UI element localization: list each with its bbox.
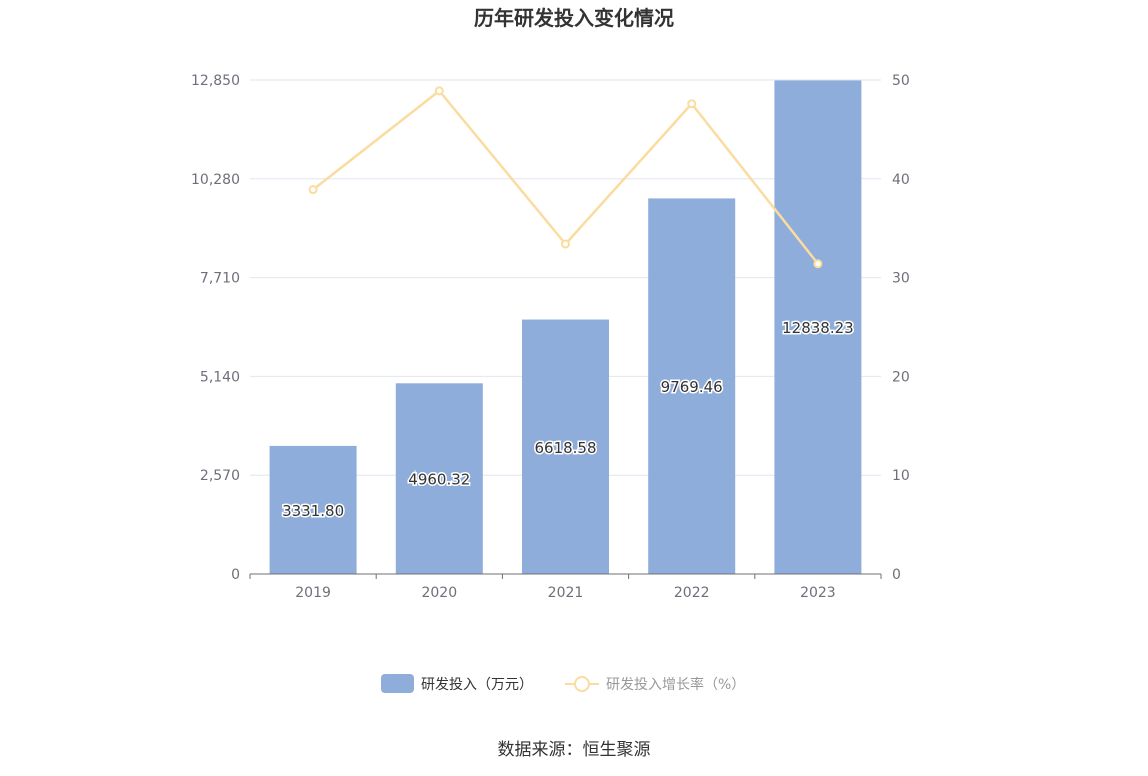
left-tick-label: 2,570 [200,468,240,484]
legend-item-line[interactable]: 研发投入增长率（%） [565,676,745,693]
x-tick-label: 2022 [674,585,710,601]
legend[interactable]: 研发投入（万元） 研发投入增长率（%） [381,674,745,693]
right-tick-label: 50 [892,73,910,89]
x-tick-label: 2021 [548,585,584,601]
legend-line-label: 研发投入增长率（%） [606,676,745,693]
line-series [308,86,823,269]
right-tick-label: 10 [892,468,910,484]
left-tick-label: 0 [231,567,240,583]
bar-value-label: 12838.23 [782,319,854,337]
bar-labels: 3331.80 4960.32 6618.58 9769.46 12838.23 [281,318,856,522]
left-axis: 0 2,570 5,140 7,710 10,280 12,850 [191,73,240,583]
line-point[interactable] [687,99,697,109]
growth-line [312,89,819,265]
right-axis: 0 10 20 30 40 50 [892,73,910,583]
right-tick-label: 0 [892,567,901,583]
line-point[interactable] [308,185,318,195]
left-tick-label: 10,280 [191,172,240,188]
right-tick-label: 40 [892,172,910,188]
bar-value-label: 6618.58 [534,439,596,457]
legend-line-marker [574,676,590,692]
bar[interactable] [648,198,736,574]
legend-item-bar[interactable]: 研发投入（万元） [381,674,533,693]
left-tick-label: 7,710 [200,271,240,287]
chart-title: 历年研发投入变化情况 [474,6,674,30]
x-tick-label: 2020 [421,585,457,601]
bar-value-label: 4960.32 [408,471,470,489]
x-tick-label: 2023 [800,585,836,601]
line-point[interactable] [434,86,444,96]
x-tick-label: 2019 [295,585,331,601]
bar[interactable] [774,80,862,574]
x-axis: 2019 2020 2021 2022 2023 [249,573,882,601]
left-tick-label: 12,850 [191,73,240,89]
legend-bar-label: 研发投入（万元） [421,677,533,693]
left-tick-label: 5,140 [200,369,240,385]
bar[interactable] [395,383,483,574]
right-tick-label: 20 [892,369,910,385]
bar-value-label: 9769.46 [661,378,723,396]
bar-value-label: 3331.80 [282,502,344,520]
bar-series [269,80,862,574]
data-source: 数据来源：恒生聚源 [498,740,651,760]
bar[interactable] [522,319,609,574]
right-tick-label: 30 [892,271,910,287]
bar[interactable] [269,445,357,574]
line-point[interactable] [813,259,823,269]
legend-bar-swatch [381,674,414,693]
line-point[interactable] [561,239,570,249]
